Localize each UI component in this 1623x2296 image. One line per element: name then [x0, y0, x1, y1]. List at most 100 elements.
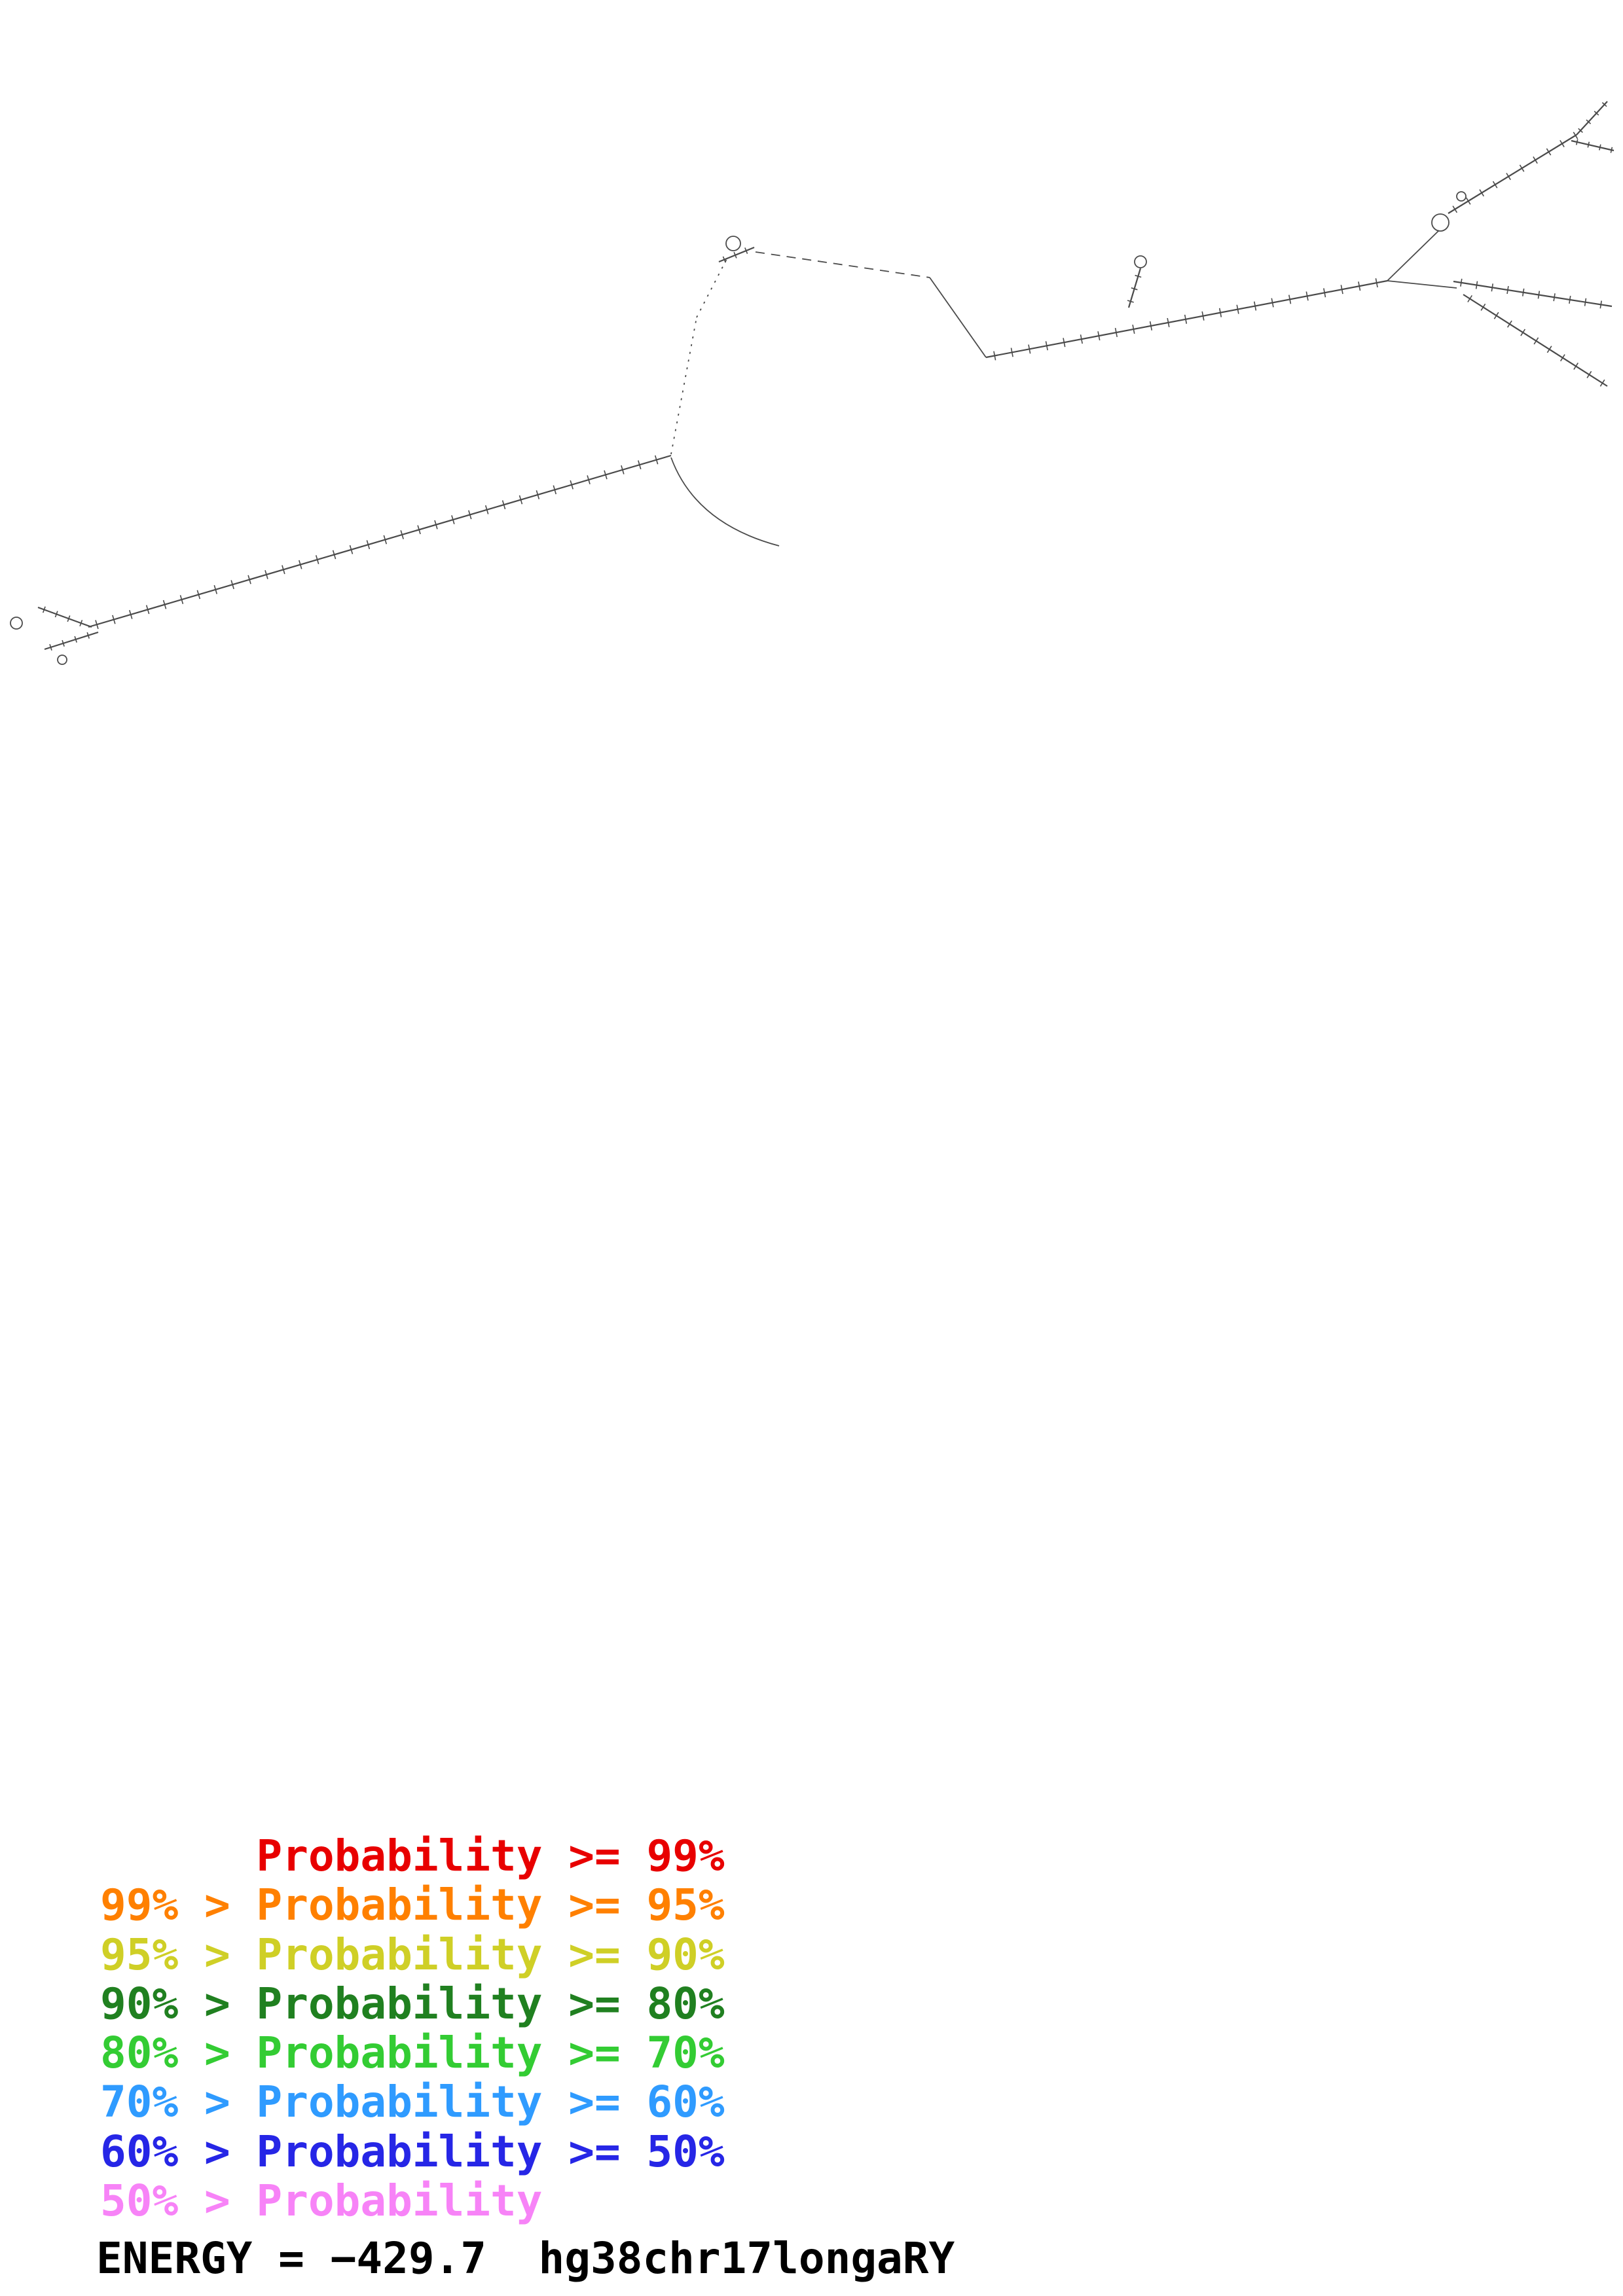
structure-segment	[315, 555, 319, 565]
structure-segment	[196, 590, 201, 600]
structure-segment	[1375, 278, 1378, 288]
structure-segment	[434, 520, 438, 529]
structure-segment	[1271, 298, 1274, 308]
structure-segment	[162, 600, 167, 609]
structure-segment	[1387, 230, 1440, 281]
structure-segment	[1149, 321, 1153, 331]
structure-segment	[468, 510, 472, 520]
structure-segment	[86, 632, 90, 639]
structure-segment	[1340, 285, 1343, 295]
structure-segment	[1519, 164, 1525, 172]
structure-segment	[1601, 102, 1607, 107]
structure-segment	[604, 470, 608, 480]
structure-segment	[1010, 348, 1013, 357]
legend-entry-0: Probability >= 99%	[100, 1831, 725, 1881]
structure-segment	[400, 530, 404, 539]
structure-segment	[1467, 295, 1473, 302]
structure-segment	[37, 606, 92, 628]
structure-segment	[1575, 139, 1578, 145]
structure-segment	[1465, 197, 1471, 205]
structure-segment	[1452, 206, 1458, 213]
structure-segment	[696, 255, 729, 318]
structure-segment	[1288, 295, 1292, 304]
structure-segment	[1578, 128, 1583, 134]
structure-loop	[725, 236, 741, 251]
energy-label: ENERGY = −429.7 hg38chr17longaRY	[96, 2233, 955, 2284]
structure-curve	[670, 457, 780, 547]
structure-segment	[1571, 139, 1614, 152]
structure-segment	[929, 277, 987, 358]
structure-segment	[42, 606, 46, 613]
structure-segment	[744, 247, 748, 254]
structure-segment	[1323, 288, 1326, 298]
structure-loop	[57, 655, 67, 665]
structure-segment	[1236, 304, 1239, 314]
structure-segment	[1080, 334, 1083, 344]
structure-segment	[1533, 337, 1539, 345]
structure-segment	[1460, 278, 1463, 287]
structure-segment	[112, 615, 116, 624]
structure-segment	[1201, 311, 1205, 321]
structure-loop	[10, 617, 23, 630]
structure-segment	[654, 455, 659, 465]
structure-segment	[519, 495, 523, 505]
structure-segment	[1559, 354, 1565, 362]
structure-segment	[213, 584, 218, 594]
structure-segment	[1097, 331, 1101, 341]
structure-segment	[1218, 308, 1222, 317]
structure-segment	[67, 615, 71, 622]
probability-legend: Probability >= 99% 99% > Probability >= 9…	[100, 1831, 725, 2227]
structure-segment	[79, 620, 83, 627]
structure-segment	[733, 251, 737, 259]
structure-segment	[88, 454, 672, 628]
structure-loop	[1456, 191, 1467, 202]
structure-segment	[299, 560, 302, 569]
structure-segment	[484, 505, 489, 514]
structure-segment	[1586, 370, 1592, 378]
structure-segment	[383, 535, 388, 545]
structure-segment	[985, 279, 1388, 359]
structure-segment	[417, 525, 421, 535]
legend-entry-4: 80% > Probability >= 70%	[100, 2028, 725, 2079]
structure-segment	[247, 575, 251, 584]
structure-segment	[621, 465, 625, 475]
structure-segment	[179, 595, 184, 605]
structure-segment	[1045, 341, 1048, 351]
structure-segment	[54, 611, 58, 618]
structure-segment	[129, 609, 133, 619]
rna-structure-diagram	[10, 101, 1614, 665]
legend-entry-6: 60% > Probability >= 50%	[100, 2126, 725, 2177]
structure-segment	[1463, 294, 1608, 387]
structure-segment	[1305, 291, 1309, 301]
structure-segment	[332, 550, 337, 560]
structure-segment	[1167, 317, 1170, 327]
structure-segment	[993, 351, 996, 361]
structure-segment	[1492, 181, 1498, 188]
structure-segment	[1537, 291, 1541, 299]
structure-segment	[1584, 298, 1587, 306]
structure-segment	[1475, 281, 1478, 289]
structure-segment	[1553, 293, 1556, 302]
structure-segment	[1135, 274, 1142, 278]
structure-segment	[1493, 312, 1499, 319]
structure-segment	[1131, 287, 1138, 291]
structure-segment	[536, 490, 540, 499]
structure-segment	[1533, 156, 1538, 164]
structure-segment	[1520, 329, 1526, 336]
structure-segment	[1546, 346, 1552, 353]
structure-segment	[755, 251, 930, 278]
structure-segment	[349, 545, 354, 554]
structure-segment	[1586, 119, 1592, 124]
structure-segment	[1127, 300, 1134, 303]
structure-segment	[1448, 134, 1577, 214]
structure-segment	[1522, 288, 1525, 296]
legend-entry-2: 95% > Probability >= 90%	[100, 1929, 725, 1980]
structure-segment	[1479, 189, 1484, 197]
structure-segment	[1063, 338, 1066, 348]
legend-entry-7: 50% > Probability	[100, 2176, 543, 2227]
structure-segment	[1599, 144, 1601, 151]
structure-segment	[1480, 303, 1486, 311]
structure-segment	[1569, 295, 1571, 304]
structure-segment	[1546, 148, 1552, 156]
